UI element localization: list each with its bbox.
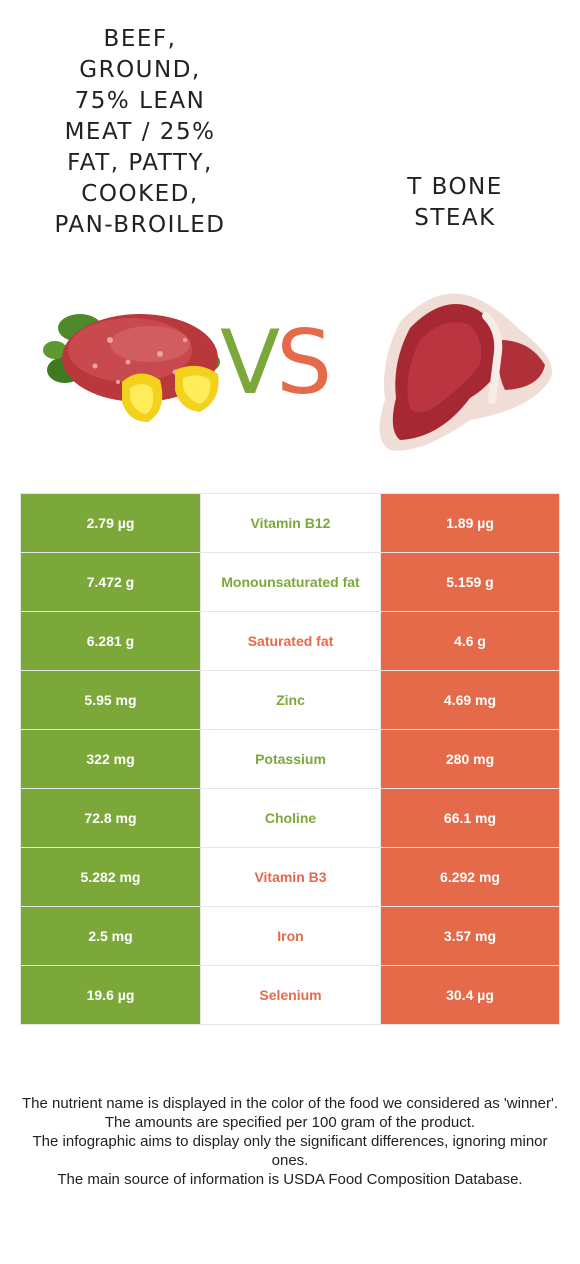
right-food-title: T BONE STEAK — [407, 174, 503, 231]
table-row: 2.79 µg Vitamin B12 1.89 µg — [20, 493, 560, 553]
vs-s-letter: S — [276, 311, 332, 414]
nutrient-name: Selenium — [200, 965, 381, 1025]
right-value: 3.57 mg — [380, 906, 560, 966]
left-value: 2.5 mg — [20, 906, 201, 966]
footnote-line: The infographic aims to display only the… — [32, 1133, 548, 1169]
nutrient-name: Potassium — [200, 729, 381, 789]
right-value: 1.89 µg — [380, 493, 560, 553]
vs-label: VS — [220, 318, 332, 408]
t-bone-steak-image — [379, 293, 552, 451]
vs-v-letter: V — [220, 311, 280, 414]
right-value: 4.6 g — [380, 611, 560, 671]
left-value: 5.95 mg — [20, 670, 201, 730]
nutrient-name: Monounsaturated fat — [200, 552, 381, 612]
comparison-table: 2.79 µg Vitamin B12 1.89 µg 7.472 g Mono… — [20, 493, 560, 1025]
nutrient-name: Vitamin B12 — [200, 493, 381, 553]
left-value: 7.472 g — [20, 552, 201, 612]
left-food-title: BEEF, GROUND, 75% LEAN MEAT / 25% FAT, P… — [54, 26, 226, 238]
table-row: 7.472 g Monounsaturated fat 5.159 g — [20, 552, 560, 612]
table-row: 6.281 g Saturated fat 4.6 g — [20, 611, 560, 671]
table-row: 72.8 mg Choline 66.1 mg — [20, 788, 560, 848]
ground-beef-patty-with-peppers-image — [43, 314, 220, 422]
footnote: The nutrient name is displayed in the co… — [20, 1094, 560, 1189]
left-value: 72.8 mg — [20, 788, 201, 848]
left-value: 2.79 µg — [20, 493, 201, 553]
footnote-line: The amounts are specified per 100 gram o… — [104, 1114, 476, 1131]
nutrient-name: Choline — [200, 788, 381, 848]
nutrient-name: Saturated fat — [200, 611, 381, 671]
left-value: 5.282 mg — [20, 847, 201, 907]
right-value: 280 mg — [380, 729, 560, 789]
table-row: 5.282 mg Vitamin B3 6.292 mg — [20, 847, 560, 907]
footnote-line: The nutrient name is displayed in the co… — [21, 1095, 559, 1112]
right-value: 66.1 mg — [380, 788, 560, 848]
table-row: 19.6 µg Selenium 30.4 µg — [20, 965, 560, 1025]
nutrient-name: Iron — [200, 906, 381, 966]
table-row: 5.95 mg Zinc 4.69 mg — [20, 670, 560, 730]
food-images — [43, 293, 552, 451]
table-row: 2.5 mg Iron 3.57 mg — [20, 906, 560, 966]
right-value: 30.4 µg — [380, 965, 560, 1025]
footnote-line: The main source of information is USDA F… — [57, 1171, 523, 1188]
left-value: 19.6 µg — [20, 965, 201, 1025]
right-value: 6.292 mg — [380, 847, 560, 907]
table-row: 322 mg Potassium 280 mg — [20, 729, 560, 789]
left-value: 322 mg — [20, 729, 201, 789]
nutrient-name: Vitamin B3 — [200, 847, 381, 907]
left-value: 6.281 g — [20, 611, 201, 671]
nutrient-name: Zinc — [200, 670, 381, 730]
right-value: 5.159 g — [380, 552, 560, 612]
right-value: 4.69 mg — [380, 670, 560, 730]
